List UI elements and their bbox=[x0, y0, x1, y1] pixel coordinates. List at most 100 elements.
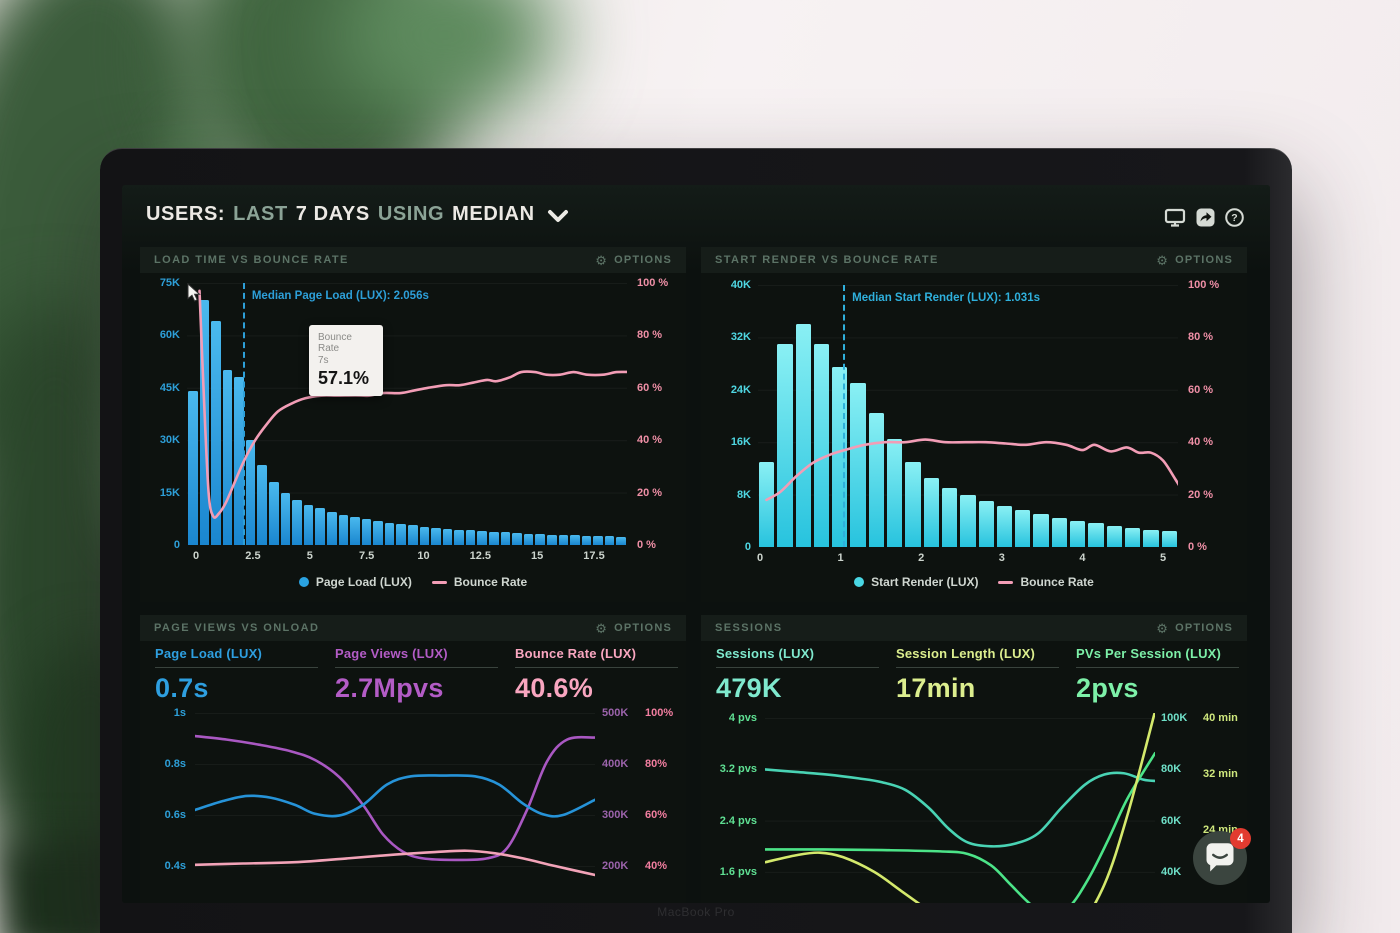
y-axis-right-pageviews: 500K 400K 300K 200K bbox=[602, 706, 642, 873]
axis-label: 80% bbox=[645, 758, 668, 770]
histogram-bar bbox=[616, 536, 626, 545]
chart-plot bbox=[195, 708, 595, 903]
title-segment: 7 DAYS bbox=[295, 203, 370, 225]
histogram-bar bbox=[442, 528, 453, 545]
axis-label: 8K bbox=[736, 488, 751, 501]
axis-label: 60K bbox=[1161, 814, 1182, 827]
axis-label: 1s bbox=[173, 707, 186, 719]
metric-value: 479K bbox=[716, 673, 782, 703]
x-tick: 15 bbox=[531, 550, 544, 562]
options-button[interactable]: ⚙ OPTIONS bbox=[1156, 252, 1233, 268]
median-line bbox=[242, 283, 245, 545]
x-tick: 17.5 bbox=[583, 550, 605, 562]
histogram-bar bbox=[350, 517, 360, 545]
metric-label: Page Load (LUX) bbox=[155, 646, 263, 661]
axis-label: 80K bbox=[1161, 763, 1182, 776]
panel-load-time-vs-bounce-rate: LOAD TIME VS BOUNCE RATE ⚙ OPTIONS 75K 60… bbox=[140, 247, 686, 602]
axis-label: 300K bbox=[602, 809, 629, 821]
histogram-bar bbox=[604, 536, 615, 545]
histogram-bar bbox=[431, 527, 441, 545]
x-tick: 0 bbox=[756, 552, 764, 564]
histogram-bar bbox=[570, 535, 580, 545]
axis-label: 0.6s bbox=[164, 809, 186, 821]
metric-underline bbox=[896, 667, 1059, 668]
panel-title: LOAD TIME VS BOUNCE RATE bbox=[154, 254, 349, 266]
help-icon[interactable]: ? bbox=[1225, 208, 1244, 227]
axis-label: 16K bbox=[730, 436, 751, 449]
tooltip-value: 57.1% bbox=[318, 368, 370, 388]
gear-icon: ⚙ bbox=[595, 252, 609, 268]
legend-item: Start Render (LUX) bbox=[854, 575, 978, 589]
x-tick: 1 bbox=[837, 552, 844, 564]
x-tick: 12.5 bbox=[469, 550, 492, 562]
metric-value: 0.7s bbox=[155, 673, 209, 703]
histogram-bar bbox=[978, 501, 994, 547]
y-axis-left: 75K 60K 45K 30K 15K 0 bbox=[140, 276, 180, 552]
chat-bubble-icon bbox=[1206, 843, 1234, 872]
histogram-bar bbox=[222, 370, 233, 545]
histogram-bar bbox=[419, 526, 430, 545]
chat-widget-button[interactable]: 4 bbox=[1193, 828, 1251, 885]
axis-label: 40% bbox=[645, 860, 668, 872]
options-button[interactable]: ⚙ OPTIONS bbox=[1156, 620, 1233, 636]
histogram-bar bbox=[477, 531, 488, 545]
axis-label: 45K bbox=[159, 381, 180, 394]
histogram-bar bbox=[315, 508, 325, 545]
metric: PVs Per Session (LUX) 2pvs bbox=[1076, 646, 1247, 704]
histogram-bar bbox=[535, 534, 545, 545]
histogram-bar bbox=[1015, 510, 1031, 547]
histogram-bar bbox=[546, 534, 557, 545]
metric-underline bbox=[155, 667, 318, 668]
axis-label: 30K bbox=[159, 434, 180, 447]
histogram-bar bbox=[868, 412, 885, 547]
axis-label: 40K bbox=[1161, 865, 1182, 878]
histogram-bar bbox=[593, 535, 603, 545]
y-axis-right: 100 % 80 % 60 % 40 % 20 % 0 % bbox=[637, 276, 683, 552]
histogram-bar bbox=[1124, 528, 1141, 547]
metric-value: 2.7Mpvs bbox=[335, 673, 444, 703]
axis-label: 60 % bbox=[637, 381, 663, 394]
x-tick: 5 bbox=[306, 550, 313, 562]
metric: Page Views (LUX) 2.7Mpvs bbox=[335, 646, 515, 704]
legend-label: Bounce Rate bbox=[1020, 575, 1094, 589]
axis-label: 80 % bbox=[637, 329, 663, 342]
metrics-row: Page Load (LUX) 0.7s Page Views (LUX) 2.7Mp… bbox=[155, 646, 686, 704]
chart-plot: Median Start Render (LUX): 1.031s bbox=[758, 285, 1178, 547]
metric: Page Load (LUX) 0.7s bbox=[155, 646, 335, 704]
histogram-bar bbox=[1161, 531, 1177, 547]
metric-label: Sessions (LUX) bbox=[716, 646, 815, 661]
metric-underline bbox=[1076, 667, 1239, 668]
display-icon[interactable] bbox=[1164, 208, 1186, 227]
header-icons: ? bbox=[1164, 208, 1244, 227]
tooltip: Bounce Rate 7s 57.1% bbox=[309, 325, 383, 396]
legend-swatch-line bbox=[998, 580, 1014, 584]
x-tick: 0 bbox=[193, 550, 200, 562]
histogram-bar bbox=[188, 391, 198, 545]
axis-label: 4 pvs bbox=[728, 712, 757, 724]
histogram-bar bbox=[1143, 529, 1159, 547]
x-tick: 7.5 bbox=[358, 550, 375, 562]
axis-label: 100 % bbox=[1188, 279, 1220, 291]
axis-label: 1.6 pvs bbox=[719, 865, 757, 878]
metric-label: Page Views (LUX) bbox=[335, 646, 448, 661]
axis-label: 40 min bbox=[1203, 712, 1238, 724]
gear-icon: ⚙ bbox=[1156, 620, 1170, 636]
share-icon[interactable] bbox=[1196, 208, 1215, 227]
histogram-bar bbox=[558, 534, 569, 545]
y-axis-right-sessions: 100K 80K 60K 40K bbox=[1161, 711, 1201, 879]
axis-label: 200K bbox=[602, 860, 629, 872]
median-annotation: Median Page Load (LUX): 2.056s bbox=[251, 290, 429, 302]
panel-start-render-vs-bounce-rate: START RENDER VS BOUNCE RATE ⚙ OPTIONS 40… bbox=[701, 247, 1247, 602]
metric-value: 40.6% bbox=[515, 673, 594, 703]
chevron-down-icon[interactable] bbox=[547, 209, 569, 223]
options-button[interactable]: ⚙ OPTIONS bbox=[595, 252, 672, 268]
axis-label: 0 bbox=[744, 540, 751, 553]
y-axis-left: 1s 0.8s 0.6s 0.4s bbox=[148, 706, 186, 873]
axis-label: 60 % bbox=[1188, 383, 1214, 396]
histogram-bar bbox=[465, 530, 476, 545]
options-button[interactable]: ⚙ OPTIONS bbox=[595, 620, 672, 636]
histogram-bar bbox=[489, 531, 499, 545]
title-segments: USERS: LAST 7 DAYS USING MEDIAN bbox=[146, 203, 535, 226]
metric-label: PVs Per Session (LUX) bbox=[1076, 646, 1222, 661]
histogram-bar bbox=[245, 440, 256, 545]
